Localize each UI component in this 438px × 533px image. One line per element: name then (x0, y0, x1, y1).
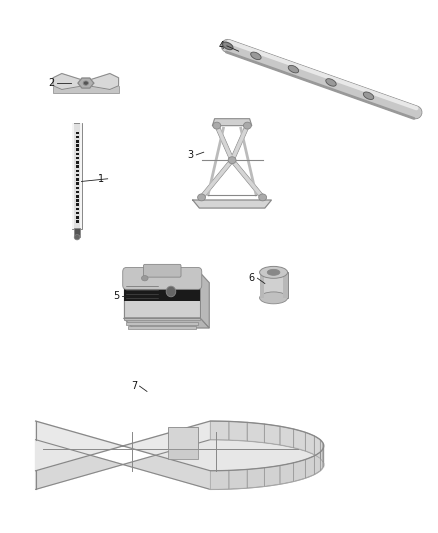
Ellipse shape (251, 52, 261, 60)
Polygon shape (264, 465, 280, 487)
Polygon shape (35, 440, 324, 489)
FancyBboxPatch shape (128, 326, 196, 329)
Ellipse shape (223, 42, 233, 50)
Polygon shape (294, 429, 305, 451)
FancyBboxPatch shape (76, 220, 78, 223)
Ellipse shape (260, 292, 288, 304)
Ellipse shape (83, 81, 88, 85)
Text: 2: 2 (48, 78, 54, 88)
FancyBboxPatch shape (74, 228, 80, 237)
FancyBboxPatch shape (81, 123, 82, 229)
Text: 3: 3 (187, 150, 194, 160)
Polygon shape (280, 463, 294, 484)
FancyBboxPatch shape (76, 208, 78, 210)
Polygon shape (193, 200, 272, 208)
Polygon shape (247, 423, 264, 443)
FancyBboxPatch shape (72, 123, 74, 229)
Polygon shape (201, 273, 209, 328)
Text: 5: 5 (113, 290, 120, 301)
FancyBboxPatch shape (76, 153, 78, 155)
FancyBboxPatch shape (76, 169, 78, 172)
Polygon shape (229, 470, 247, 489)
Polygon shape (53, 74, 84, 90)
FancyBboxPatch shape (53, 86, 119, 93)
Polygon shape (305, 432, 314, 455)
Polygon shape (280, 426, 294, 448)
Polygon shape (210, 471, 229, 489)
FancyBboxPatch shape (123, 268, 202, 289)
FancyBboxPatch shape (168, 427, 198, 449)
FancyBboxPatch shape (76, 157, 78, 159)
Polygon shape (320, 440, 323, 463)
FancyBboxPatch shape (76, 191, 78, 193)
FancyBboxPatch shape (76, 149, 78, 151)
FancyBboxPatch shape (124, 317, 201, 320)
Polygon shape (78, 78, 94, 88)
Polygon shape (314, 436, 320, 458)
Ellipse shape (288, 66, 299, 73)
Polygon shape (320, 448, 323, 471)
FancyBboxPatch shape (168, 449, 198, 459)
Polygon shape (314, 452, 320, 474)
Ellipse shape (259, 194, 267, 201)
FancyBboxPatch shape (76, 204, 78, 206)
FancyBboxPatch shape (144, 264, 181, 277)
Text: 4: 4 (218, 41, 224, 51)
Polygon shape (247, 468, 264, 488)
FancyBboxPatch shape (76, 182, 78, 185)
Polygon shape (264, 424, 280, 445)
FancyBboxPatch shape (283, 272, 288, 298)
Ellipse shape (198, 194, 205, 201)
Polygon shape (305, 456, 314, 478)
FancyBboxPatch shape (126, 321, 198, 325)
FancyBboxPatch shape (76, 132, 78, 134)
FancyBboxPatch shape (76, 140, 78, 142)
FancyBboxPatch shape (76, 195, 78, 198)
Text: 1: 1 (98, 174, 104, 184)
Polygon shape (294, 459, 305, 481)
FancyBboxPatch shape (76, 212, 78, 214)
Ellipse shape (267, 269, 280, 276)
Ellipse shape (364, 92, 374, 100)
FancyBboxPatch shape (76, 187, 78, 189)
FancyBboxPatch shape (260, 272, 264, 298)
FancyBboxPatch shape (72, 123, 82, 229)
Polygon shape (124, 273, 201, 318)
FancyBboxPatch shape (76, 136, 78, 139)
Ellipse shape (166, 286, 176, 297)
Ellipse shape (213, 122, 221, 129)
FancyBboxPatch shape (76, 165, 78, 168)
FancyBboxPatch shape (76, 144, 78, 147)
FancyBboxPatch shape (76, 174, 78, 176)
Ellipse shape (260, 266, 288, 278)
Ellipse shape (326, 79, 336, 86)
Polygon shape (35, 421, 324, 471)
Text: 6: 6 (249, 273, 255, 283)
Ellipse shape (74, 235, 80, 240)
Ellipse shape (228, 157, 236, 164)
FancyBboxPatch shape (124, 284, 201, 301)
FancyBboxPatch shape (260, 272, 288, 298)
Text: 7: 7 (131, 381, 137, 391)
FancyBboxPatch shape (76, 178, 78, 181)
Polygon shape (212, 119, 252, 126)
FancyBboxPatch shape (76, 199, 78, 202)
Ellipse shape (141, 276, 148, 281)
Polygon shape (210, 421, 229, 440)
FancyBboxPatch shape (76, 216, 78, 219)
Polygon shape (229, 422, 247, 441)
FancyBboxPatch shape (76, 161, 78, 164)
Polygon shape (124, 318, 209, 328)
Ellipse shape (244, 122, 251, 129)
Polygon shape (88, 74, 119, 90)
